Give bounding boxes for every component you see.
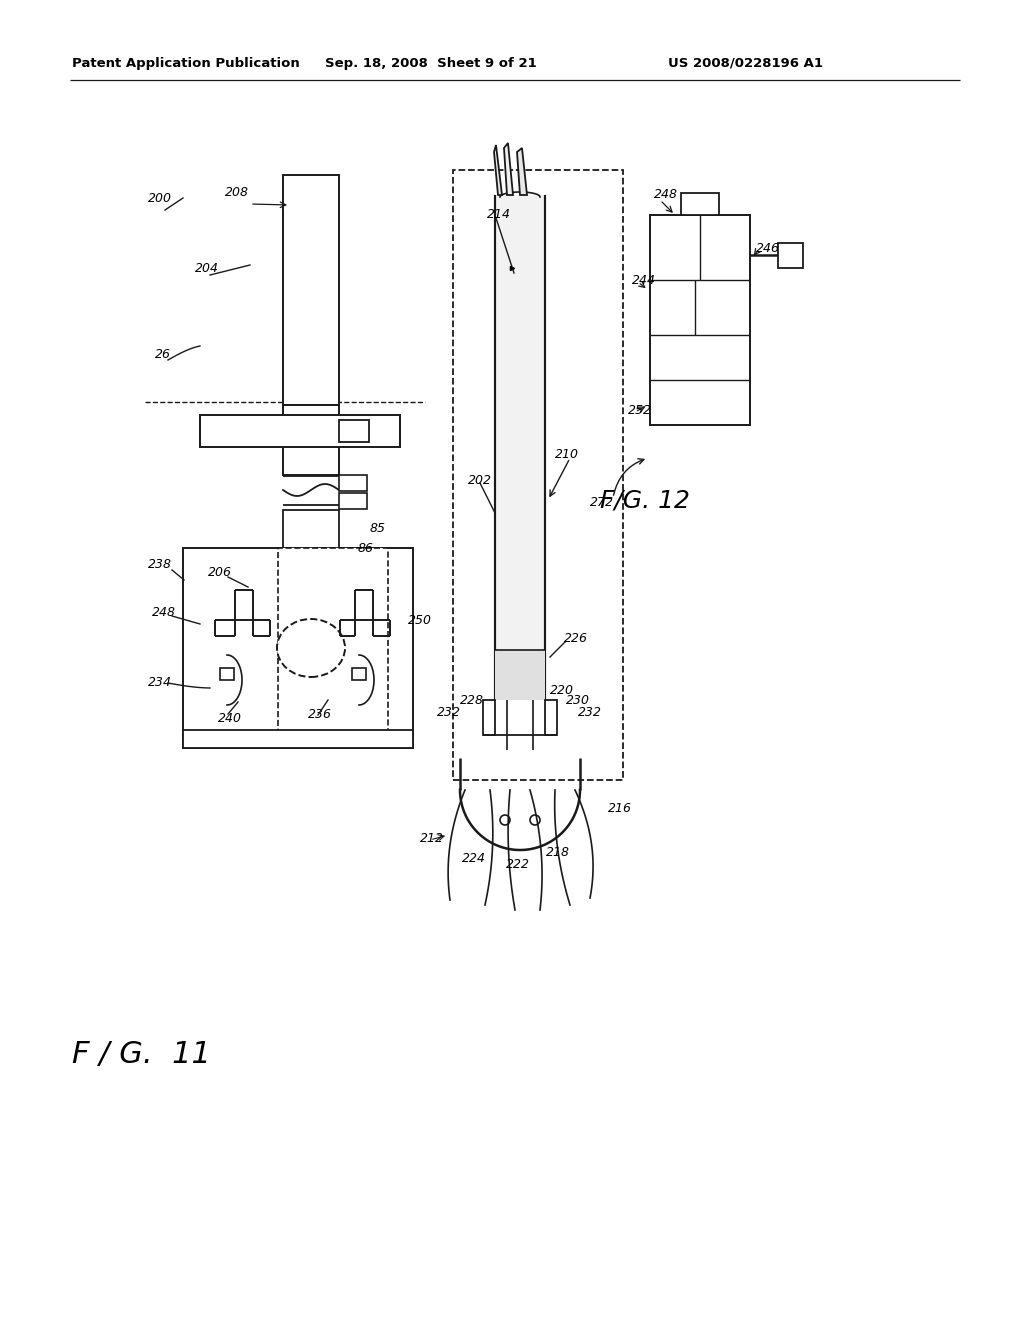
Bar xyxy=(283,405,339,475)
Polygon shape xyxy=(504,143,513,195)
Bar xyxy=(339,475,367,491)
Text: 220: 220 xyxy=(550,684,574,697)
Text: 244: 244 xyxy=(632,273,656,286)
Text: 204: 204 xyxy=(195,261,219,275)
Text: 218: 218 xyxy=(546,846,570,858)
Bar xyxy=(200,414,400,447)
Bar xyxy=(453,170,623,780)
Polygon shape xyxy=(494,145,502,195)
Text: 228: 228 xyxy=(460,693,484,706)
Text: 250: 250 xyxy=(408,614,432,627)
Text: 226: 226 xyxy=(564,631,588,644)
Bar xyxy=(778,243,803,268)
Bar xyxy=(278,548,388,748)
Bar xyxy=(183,548,413,748)
Bar xyxy=(681,193,719,215)
Bar xyxy=(545,700,557,735)
Bar xyxy=(339,420,369,442)
Text: 214: 214 xyxy=(487,209,511,222)
Bar xyxy=(339,492,367,510)
Bar xyxy=(495,649,545,700)
Bar xyxy=(495,195,545,700)
Bar xyxy=(352,668,366,680)
Text: 26: 26 xyxy=(155,348,171,362)
Text: 248: 248 xyxy=(654,187,678,201)
Text: Sep. 18, 2008  Sheet 9 of 21: Sep. 18, 2008 Sheet 9 of 21 xyxy=(325,57,537,70)
Polygon shape xyxy=(517,148,527,195)
Text: F/G. 12: F/G. 12 xyxy=(600,488,690,512)
Text: 224: 224 xyxy=(462,851,486,865)
Text: 202: 202 xyxy=(468,474,492,487)
Bar xyxy=(283,176,339,405)
Text: 216: 216 xyxy=(608,801,632,814)
Text: 240: 240 xyxy=(218,711,242,725)
Bar xyxy=(483,700,495,735)
Text: 210: 210 xyxy=(555,449,579,462)
Text: 272: 272 xyxy=(590,495,614,508)
Text: 248: 248 xyxy=(152,606,176,619)
Text: US 2008/0228196 A1: US 2008/0228196 A1 xyxy=(668,57,823,70)
Text: Patent Application Publication: Patent Application Publication xyxy=(72,57,300,70)
Bar xyxy=(650,215,750,425)
Text: 206: 206 xyxy=(208,566,232,579)
Text: 86: 86 xyxy=(358,541,374,554)
Text: 232: 232 xyxy=(437,705,461,718)
Bar xyxy=(283,510,339,548)
Text: F / G.  11: F / G. 11 xyxy=(72,1040,211,1069)
Text: 238: 238 xyxy=(148,558,172,572)
Text: 85: 85 xyxy=(370,521,386,535)
Text: 208: 208 xyxy=(225,186,249,199)
Text: 236: 236 xyxy=(308,709,332,722)
Text: 232: 232 xyxy=(578,705,602,718)
Text: 230: 230 xyxy=(566,693,590,706)
Text: 252: 252 xyxy=(628,404,652,417)
Text: 246: 246 xyxy=(756,242,780,255)
Text: 222: 222 xyxy=(506,858,530,871)
Bar xyxy=(220,668,234,680)
Text: 234: 234 xyxy=(148,676,172,689)
Text: 200: 200 xyxy=(148,191,172,205)
Text: 212: 212 xyxy=(420,832,444,845)
Ellipse shape xyxy=(278,619,345,677)
Bar xyxy=(183,730,413,748)
